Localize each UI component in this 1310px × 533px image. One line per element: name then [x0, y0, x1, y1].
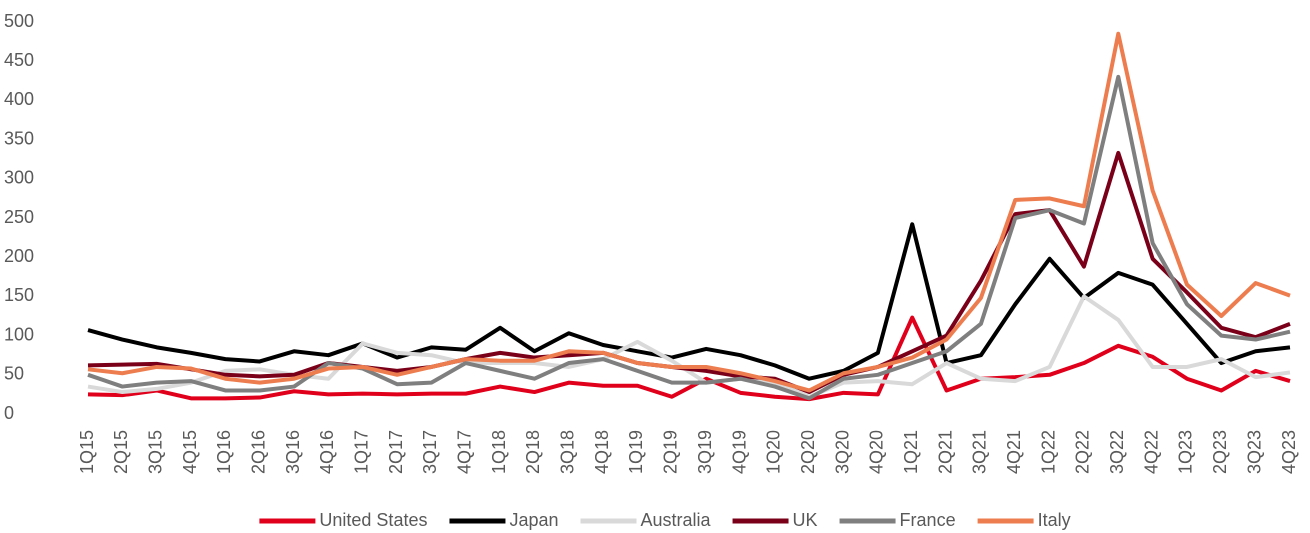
x-tick-label: 3Q19	[695, 430, 715, 474]
legend-label: Japan	[509, 510, 558, 530]
y-tick-label: 0	[4, 403, 14, 423]
x-tick-label: 1Q20	[764, 430, 784, 474]
y-tick-label: 250	[4, 207, 34, 227]
x-tick-label: 1Q18	[489, 430, 509, 474]
legend-label: UK	[793, 510, 818, 530]
x-tick-label: 3Q22	[1107, 430, 1127, 474]
x-tick-label: 4Q22	[1141, 430, 1161, 474]
x-tick-label: 3Q21	[970, 430, 990, 474]
x-tick-label: 2Q21	[935, 430, 955, 474]
x-tick-label: 4Q23	[1279, 430, 1299, 474]
y-tick-label: 200	[4, 246, 34, 266]
x-tick-label: 2Q20	[798, 430, 818, 474]
x-tick-label: 4Q17	[455, 430, 475, 474]
y-tick-label: 50	[4, 364, 24, 384]
legend-label: Italy	[1038, 510, 1071, 530]
y-tick-label: 400	[4, 89, 34, 109]
legend-label: Australia	[641, 510, 712, 530]
y-tick-label: 450	[4, 50, 34, 70]
x-tick-label: 4Q15	[180, 430, 200, 474]
x-tick-label: 4Q20	[867, 430, 887, 474]
x-tick-label: 1Q16	[214, 430, 234, 474]
x-tick-label: 3Q18	[558, 430, 578, 474]
series-line	[87, 74, 1291, 401]
x-tick-label: 3Q20	[832, 430, 852, 474]
series-line	[87, 31, 1291, 393]
x-tick-label: 4Q19	[729, 430, 749, 474]
y-tick-label: 350	[4, 128, 34, 148]
x-tick-label: 2Q23	[1210, 430, 1230, 474]
y-tick-label: 500	[4, 11, 34, 31]
x-tick-label: 1Q22	[1038, 430, 1058, 474]
x-tick-label: 1Q17	[351, 430, 371, 474]
x-tick-label: 4Q18	[592, 430, 612, 474]
y-tick-label: 150	[4, 285, 34, 305]
x-tick-label: 1Q19	[626, 430, 646, 474]
x-tick-label: 3Q16	[283, 430, 303, 474]
series-line	[87, 150, 1291, 395]
legend: United States Japan Australia UK France Italy	[259, 510, 1071, 530]
x-tick-label: 1Q21	[901, 430, 921, 474]
x-tick-label: 3Q17	[420, 430, 440, 474]
x-tick-label: 3Q23	[1244, 430, 1264, 474]
x-tick-label: 4Q21	[1004, 430, 1024, 474]
y-tick-label: 300	[4, 168, 34, 188]
x-tick-label: 2Q19	[661, 430, 681, 474]
x-tick-label: 1Q23	[1176, 430, 1196, 474]
x-tick-label: 2Q16	[248, 430, 268, 474]
x-tick-label: 2Q15	[111, 430, 131, 474]
x-tick-label: 3Q15	[145, 430, 165, 474]
x-tick-label: 4Q16	[317, 430, 337, 474]
legend-label: United States	[319, 510, 427, 530]
legend-label: France	[900, 510, 956, 530]
x-tick-label: 2Q17	[386, 430, 406, 474]
x-tick-label: 1Q15	[77, 430, 97, 474]
x-tick-label: 2Q22	[1073, 430, 1093, 474]
y-tick-label: 100	[4, 324, 34, 344]
series-line	[87, 315, 1291, 402]
series-line	[87, 222, 1291, 381]
x-tick-label: 2Q18	[523, 430, 543, 474]
